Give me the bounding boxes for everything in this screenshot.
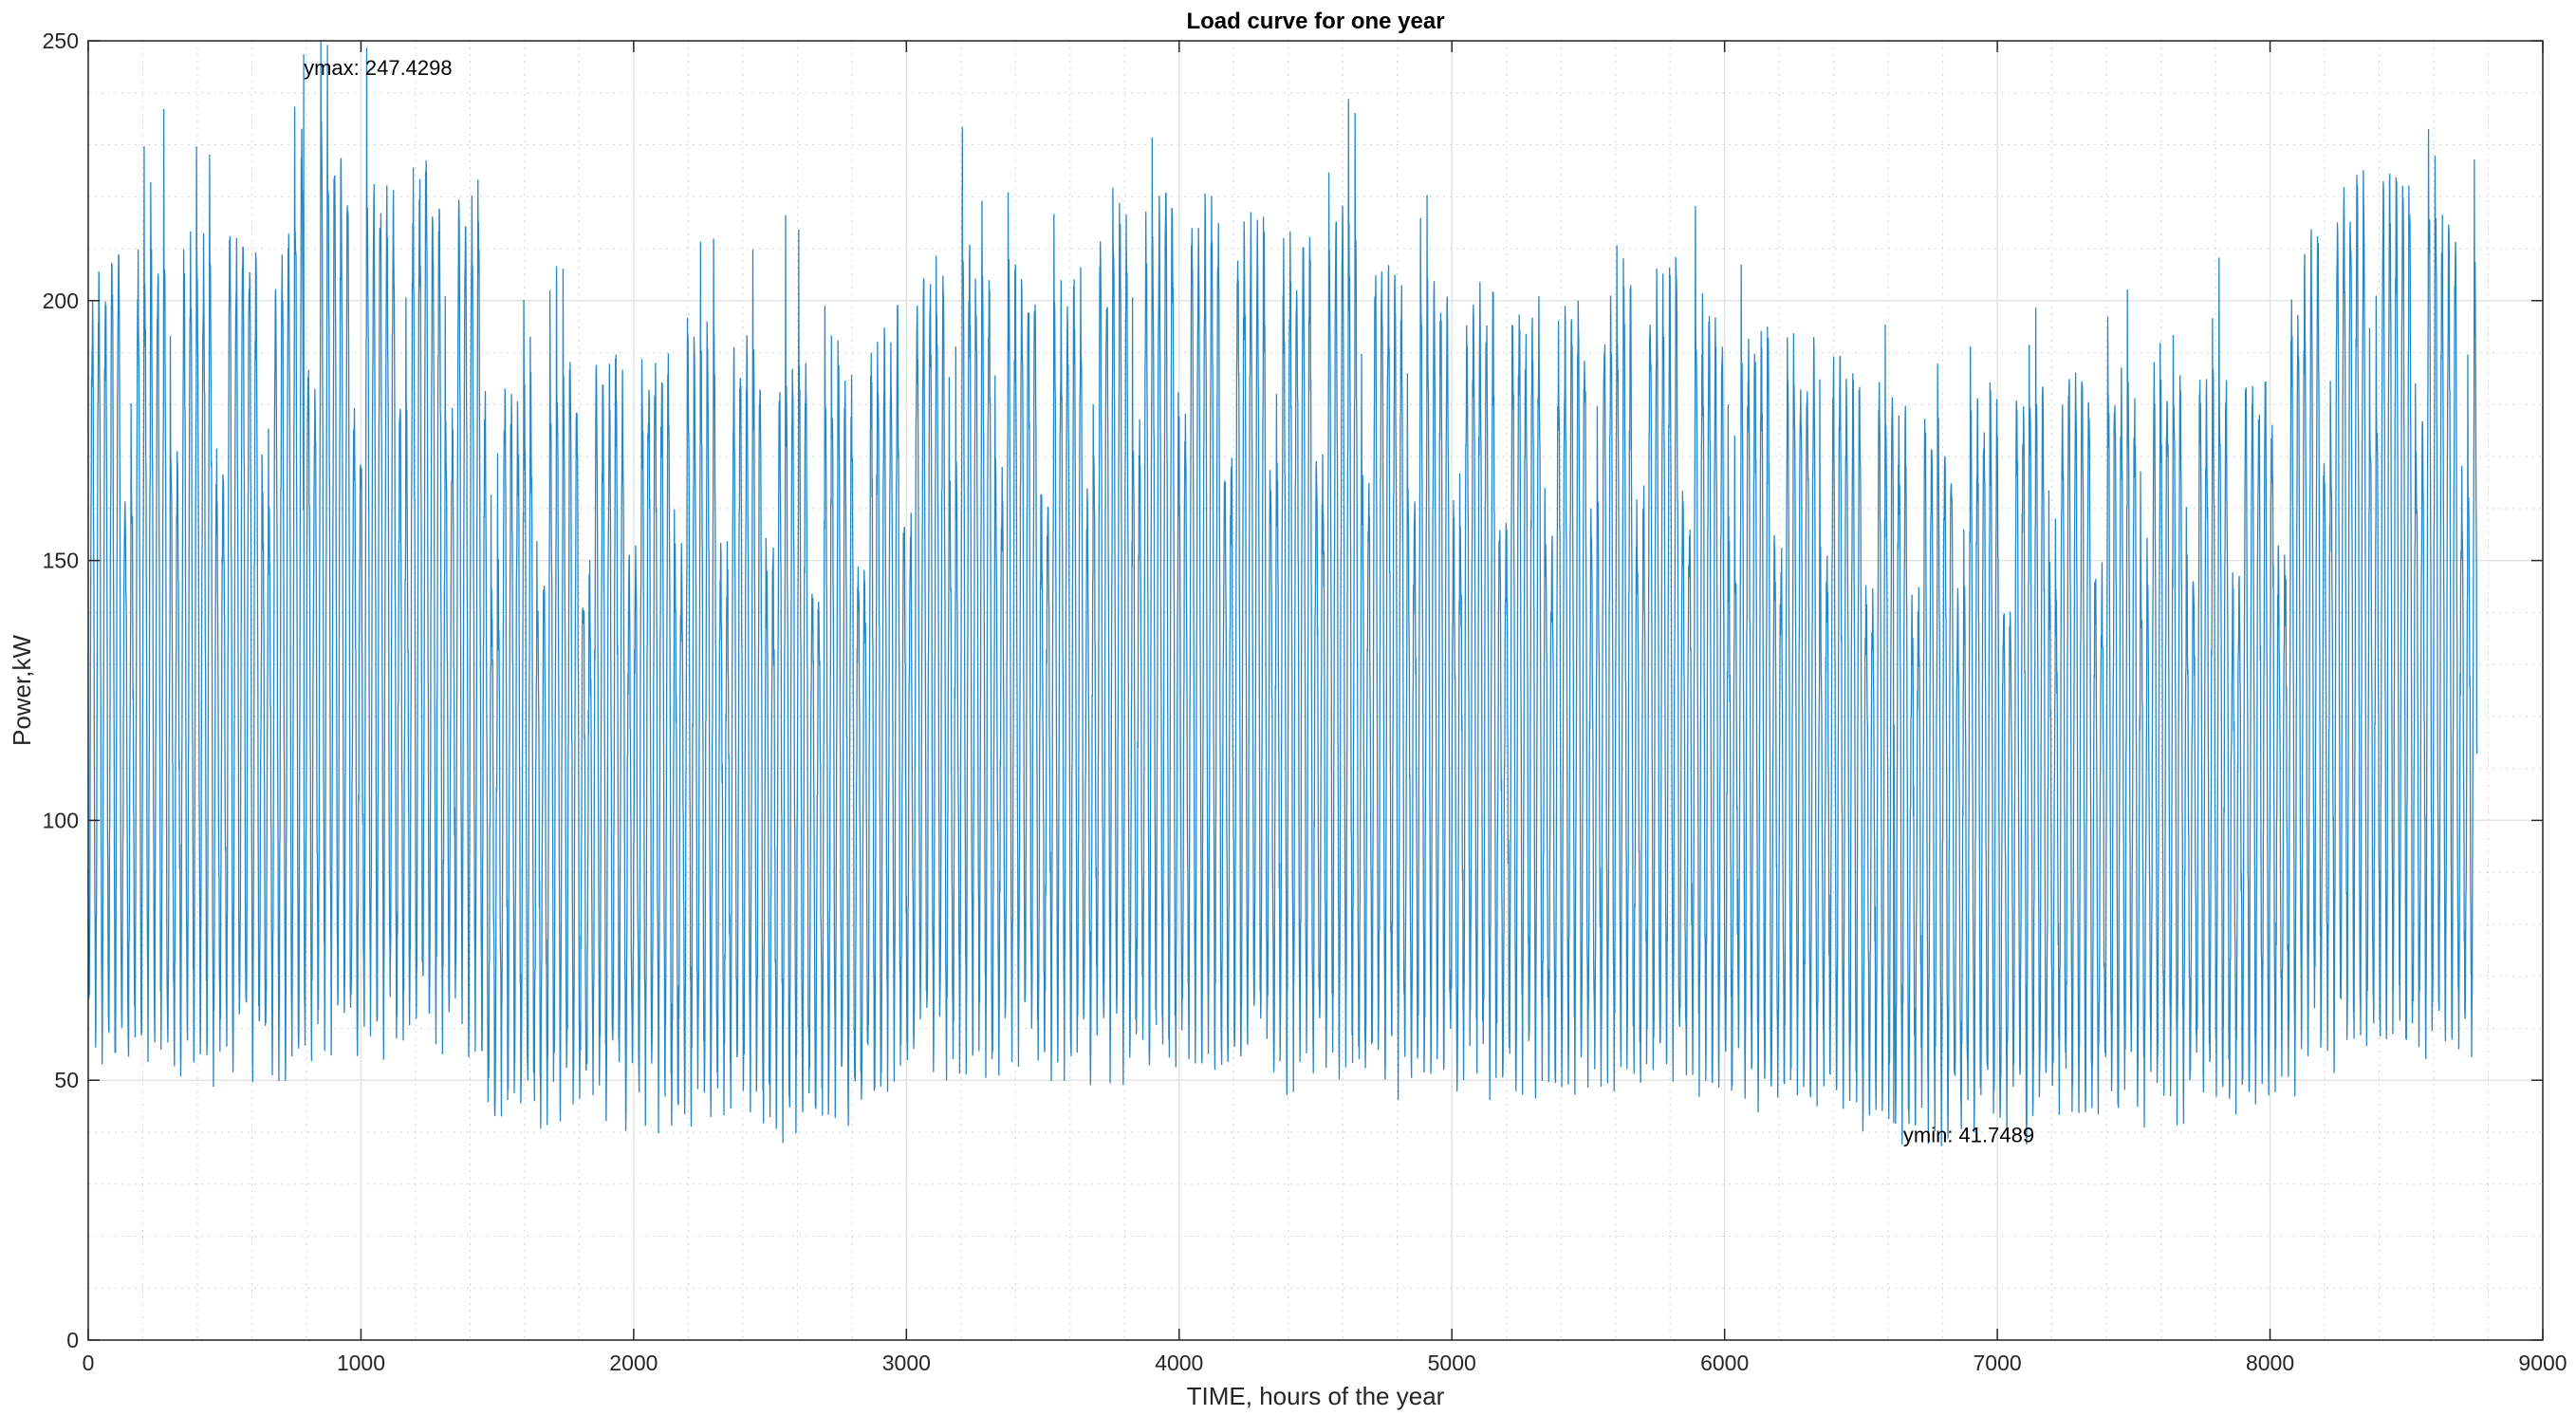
ymin-annotation: ymin: 41.7489 [1903, 1123, 2034, 1146]
x-tick-label: 1000 [337, 1351, 385, 1375]
x-tick-label: 4000 [1155, 1351, 1203, 1375]
y-tick-label: 0 [66, 1328, 79, 1352]
x-tick-label: 5000 [1428, 1351, 1476, 1375]
series-line [87, 40, 2478, 1146]
x-tick-label: 7000 [1974, 1351, 2022, 1375]
chart-title: Load curve for one year [1186, 9, 1444, 34]
axis-ticks: 0 1000 2000 3000 4000 5000 6000 7000 8000 9000 0 50… [43, 28, 2567, 1375]
series-group [87, 40, 2478, 1146]
x-tick-label: 8000 [2246, 1351, 2294, 1375]
x-tick-label: 9000 [2518, 1351, 2567, 1375]
y-tick-label: 200 [43, 289, 79, 313]
y-tick-label: 100 [43, 808, 79, 832]
y-tick-label: 250 [43, 28, 79, 53]
x-tick-label: 6000 [1700, 1351, 1749, 1375]
ymax-annotation: ymax: 247.4298 [304, 56, 453, 80]
y-tick-label: 150 [43, 549, 79, 573]
axes-frame [87, 40, 2544, 1341]
annotations: ymax: 247.4298 ymin: 41.7489 [304, 56, 2034, 1146]
y-axis-label: Power,kW [8, 635, 36, 746]
x-tick-label: 0 [83, 1351, 95, 1375]
x-tick-label: 2000 [609, 1351, 658, 1375]
x-tick-label: 3000 [882, 1351, 931, 1375]
x-axis-label: TIME, hours of the year [1187, 1382, 1445, 1410]
y-tick-label: 50 [54, 1068, 79, 1092]
